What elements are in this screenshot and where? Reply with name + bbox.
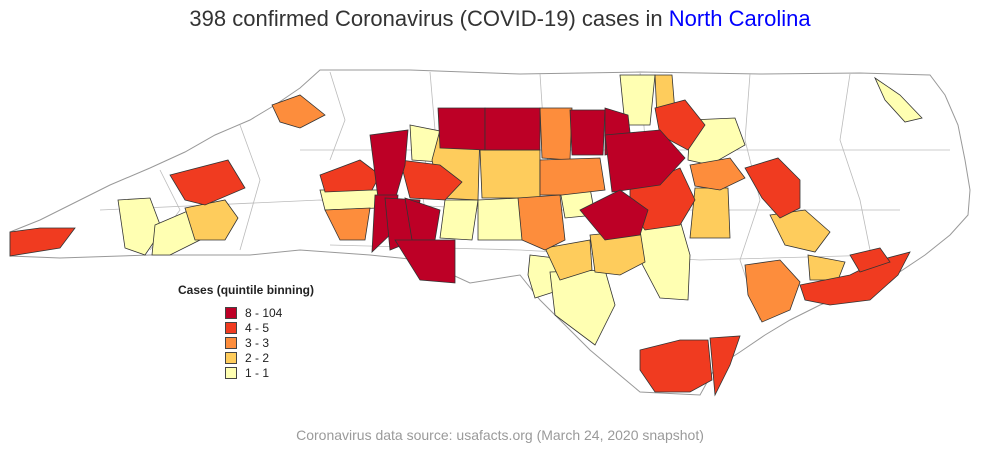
legend-label: 1 - 1	[245, 365, 270, 380]
legend-label: 8 - 104	[245, 305, 283, 320]
legend-swatch	[225, 351, 237, 364]
legend-item: 1 - 1	[225, 365, 314, 380]
legend-item: 2 - 2	[225, 350, 314, 365]
counties-3-3	[271, 94, 801, 323]
legend-label: 4 - 5	[245, 320, 270, 335]
county-map	[9, 69, 971, 397]
legend-title: Cases (quintile binning)	[178, 283, 315, 297]
counties-8-104	[369, 107, 686, 284]
legend-item: 8 - 104	[225, 305, 314, 320]
legend-item: 3 - 3	[225, 335, 314, 350]
data-source-footer: Coronavirus data source: usafacts.org (M…	[296, 427, 704, 443]
counties-4-5	[9, 99, 911, 397]
legend-label: 3 - 3	[245, 335, 270, 350]
legend-swatch	[225, 336, 237, 349]
legend-swatch	[225, 321, 237, 334]
map-title: 398 confirmed Coronavirus (COVID-19) cas…	[0, 6, 1000, 32]
state-link[interactable]: North Carolina	[668, 6, 811, 31]
legend-swatch	[225, 306, 237, 319]
title-prefix: 398 confirmed Coronavirus (COVID-19) cas…	[189, 6, 663, 31]
legend-item: 4 - 5	[225, 320, 314, 335]
legend-swatch	[225, 366, 237, 379]
legend-label: 2 - 2	[245, 350, 270, 365]
